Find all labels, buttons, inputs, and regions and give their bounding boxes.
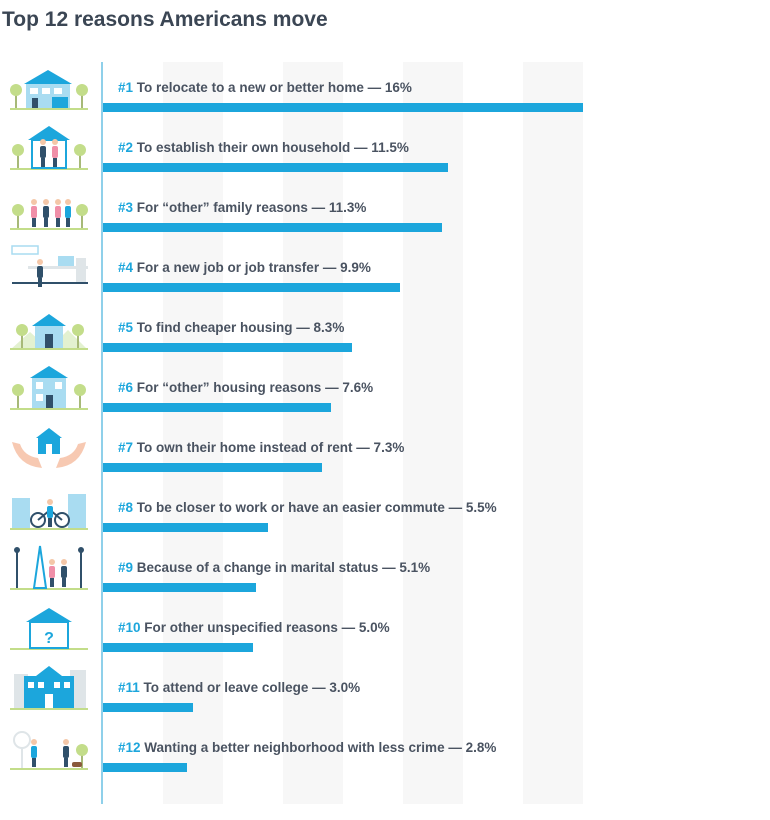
bar-rank: #10 — [118, 620, 141, 635]
bar — [103, 583, 256, 592]
bar-label: #1 To relocate to a new or better home —… — [118, 80, 412, 95]
bar-label-text: To relocate to a new or better home — 16… — [136, 80, 412, 95]
bar-row: #11 To attend or leave college — 3.0% — [0, 662, 770, 722]
bar-row: #2 To establish their own household — 11… — [0, 122, 770, 182]
bar — [103, 223, 442, 232]
bar-row: #1 To relocate to a new or better home —… — [0, 62, 770, 122]
bar-row: ? #10 For other unspecified reasons — 5.0… — [0, 602, 770, 662]
neighborhood-walk-icon — [10, 731, 88, 770]
bar — [103, 283, 400, 292]
bar-row: #12 Wanting a better neighborhood with l… — [0, 722, 770, 782]
bar-row: #5 To find cheaper housing — 8.3% — [0, 302, 770, 362]
bar-rank: #12 — [118, 740, 141, 755]
bar-label: #7 To own their home instead of rent — 7… — [118, 440, 404, 455]
bar — [103, 163, 448, 172]
chart-axis-line — [101, 62, 103, 804]
question-house-icon: ? — [10, 608, 88, 650]
bar — [103, 523, 268, 532]
small-house-hills-icon — [10, 314, 88, 350]
bar-rank: #3 — [118, 200, 134, 215]
bar-label: #12 Wanting a better neighborhood with l… — [118, 740, 496, 755]
bar-label-text: For a new job or job transfer — 9.9% — [136, 260, 371, 275]
bar-label: #6 For “other” housing reasons — 7.6% — [118, 380, 373, 395]
cyclist-in-city-icon — [10, 494, 88, 530]
bar — [103, 763, 187, 772]
bar-label: #8 To be closer to work or have an easie… — [118, 500, 497, 515]
bar-label-text: Wanting a better neighborhood with less … — [144, 740, 497, 755]
bar-label-text: To be closer to work or have an easier c… — [136, 500, 497, 515]
bar-rank: #11 — [118, 680, 140, 695]
bar-row: #4 For a new job or job transfer — 9.9% — [0, 242, 770, 302]
bar-row: #9 Because of a change in marital status… — [0, 542, 770, 602]
family-in-park-icon — [10, 199, 88, 230]
bar-row: #3 For “other” family reasons — 11.3% — [0, 182, 770, 242]
person-at-desk-icon — [11, 245, 88, 287]
bar — [103, 463, 322, 472]
chart-title: Top 12 reasons Americans move — [2, 8, 328, 31]
bar-label: #10 For other unspecified reasons — 5.0% — [118, 620, 390, 635]
bar — [103, 643, 253, 652]
bar — [103, 403, 331, 412]
bar-label: #5 To find cheaper housing — 8.3% — [118, 320, 344, 335]
bar-label-text: To establish their own household — 11.5% — [136, 140, 409, 155]
bar-label: #9 Because of a change in marital status… — [118, 560, 430, 575]
bar-row: #6 For “other” housing reasons — 7.6% — [0, 362, 770, 422]
bar-label-text: For “other” family reasons — 11.3% — [136, 200, 367, 215]
bar-label-text: For other unspecified reasons — 5.0% — [144, 620, 390, 635]
bar-label: #4 For a new job or job transfer — 9.9% — [118, 260, 371, 275]
grid-stripe — [403, 62, 463, 804]
bar-label-text: For “other” housing reasons — 7.6% — [136, 380, 374, 395]
bar-rank: #2 — [118, 140, 134, 155]
svg-text:?: ? — [44, 630, 54, 647]
bar — [103, 703, 193, 712]
bar-rank: #8 — [118, 500, 134, 515]
bar-label-text: Because of a change in marital status — … — [136, 560, 431, 575]
bar-rank: #5 — [118, 320, 134, 335]
bar-label: #11 To attend or leave college — 3.0% — [118, 680, 360, 695]
grid-stripe — [283, 62, 343, 804]
bar — [103, 103, 583, 112]
hands-holding-house-icon — [12, 428, 86, 468]
bar-rank: #4 — [118, 260, 134, 275]
couple-in-house-icon — [10, 126, 88, 170]
grid-stripe — [523, 62, 583, 804]
bar-row: #7 To own their home instead of rent — 7… — [0, 422, 770, 482]
bar-rank: #7 — [118, 440, 134, 455]
bar-label-text: To find cheaper housing — 8.3% — [136, 320, 345, 335]
grid-stripe — [163, 62, 223, 804]
house-with-garage-icon — [10, 70, 88, 110]
bar-label: #3 For “other” family reasons — 11.3% — [118, 200, 366, 215]
bar-rank: #1 — [118, 80, 134, 95]
bar — [103, 343, 352, 352]
bar-label-text: To own their home instead of rent — 7.3% — [136, 440, 405, 455]
college-building-icon — [10, 666, 88, 710]
bar-row: #8 To be closer to work or have an easie… — [0, 482, 770, 542]
two-story-house-icon — [10, 366, 88, 410]
bar-rank: #9 — [118, 560, 134, 575]
bar-label: #2 To establish their own household — 11… — [118, 140, 409, 155]
bar-label-text: To attend or leave college — 3.0% — [143, 680, 361, 695]
proposal-icon — [10, 545, 88, 590]
bar-rank: #6 — [118, 380, 134, 395]
